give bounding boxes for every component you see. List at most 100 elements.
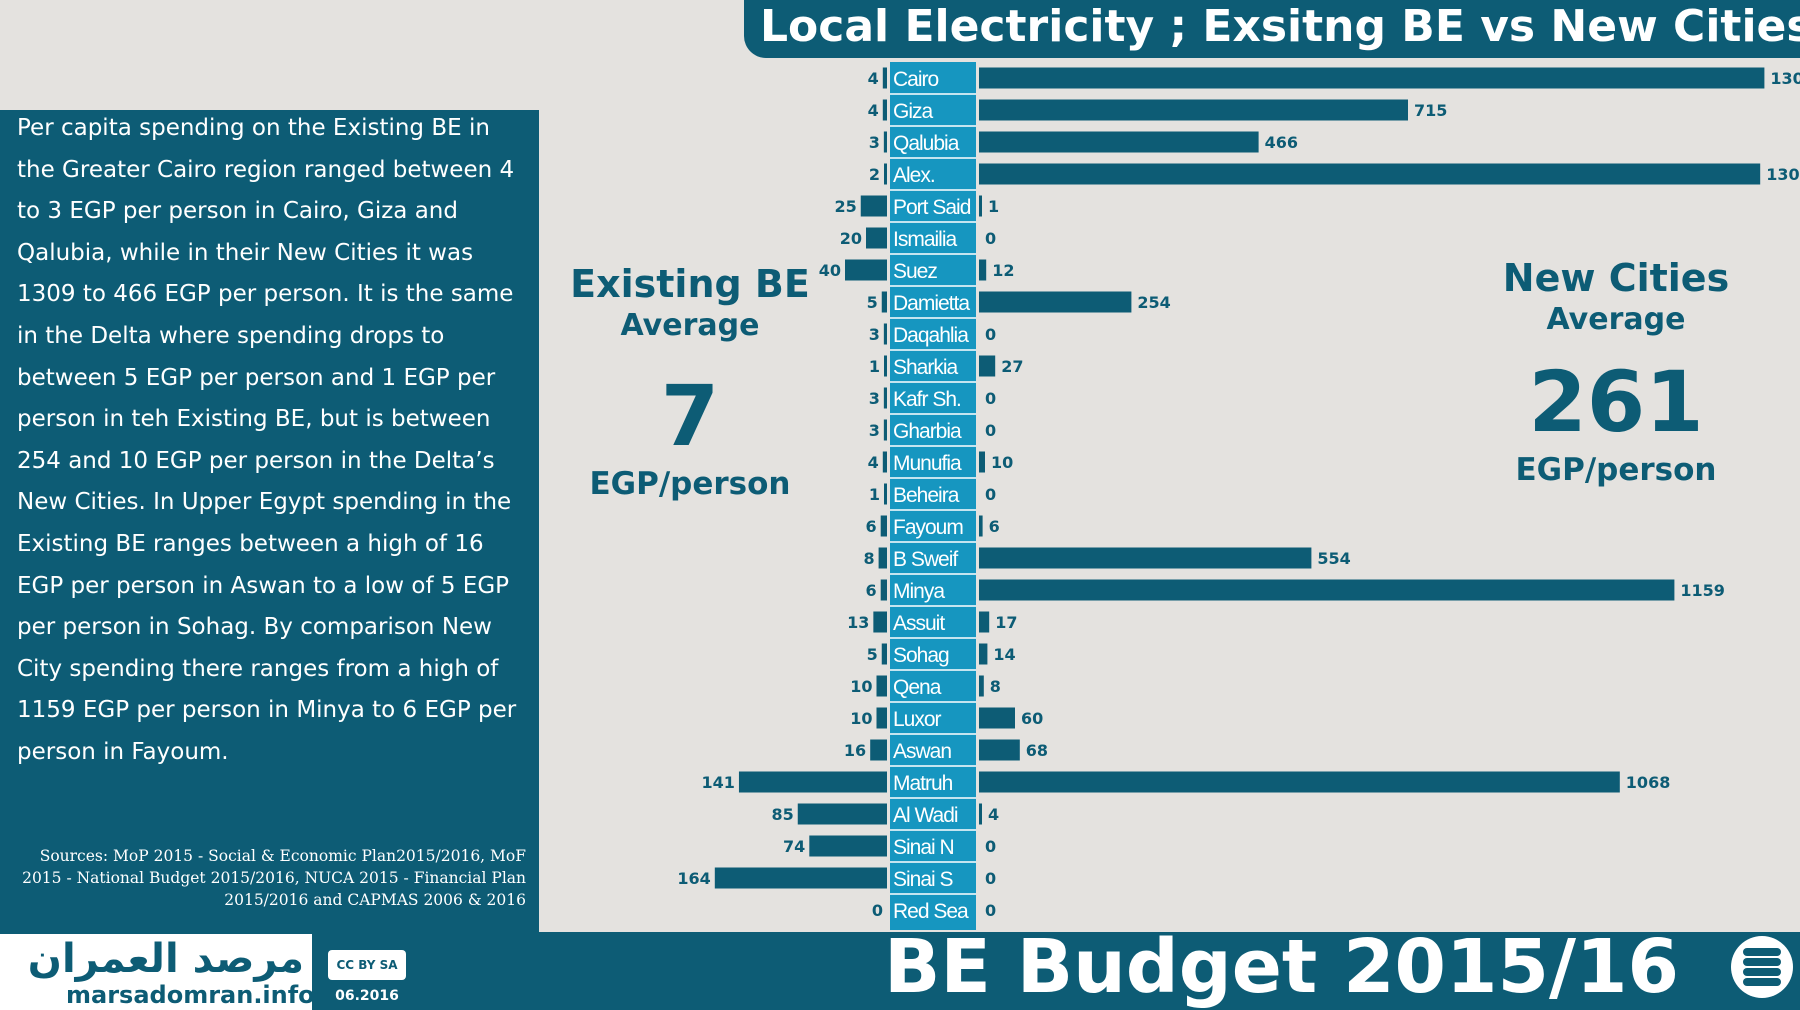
newcities-bar bbox=[979, 675, 984, 697]
existing-bar bbox=[882, 99, 887, 121]
newcities-value-label: 466 bbox=[1265, 133, 1298, 152]
existing-bar bbox=[876, 707, 887, 729]
newcities-value-label: 1068 bbox=[1626, 773, 1671, 792]
category-label: Ismailia bbox=[893, 228, 958, 251]
existing-average-sub: Average bbox=[620, 308, 760, 343]
existing-value-label: 6 bbox=[866, 517, 877, 536]
existing-bar bbox=[809, 835, 887, 857]
existing-value-label: 8 bbox=[863, 549, 874, 568]
newcities-value-label: 60 bbox=[1021, 709, 1043, 728]
category-label: Sinai N bbox=[893, 836, 954, 859]
newcities-value-label: 68 bbox=[1026, 741, 1048, 760]
newcities-value-label: 17 bbox=[995, 613, 1017, 632]
publication-date: 06.2016 bbox=[335, 988, 399, 1004]
existing-bar bbox=[884, 163, 887, 185]
newcities-value-label: 27 bbox=[1001, 357, 1023, 376]
category-label: Assuit bbox=[893, 612, 945, 635]
existing-bar bbox=[797, 803, 887, 825]
newcities-value-label: 1159 bbox=[1680, 581, 1725, 600]
newcities-value-label: 8 bbox=[990, 677, 1001, 696]
newcities-value-label: 6 bbox=[989, 517, 1000, 536]
existing-value-label: 13 bbox=[847, 613, 869, 632]
budget-title: BE Budget 2015/16 bbox=[884, 924, 1680, 1010]
newcities-bar bbox=[979, 515, 983, 537]
category-label: Munufia bbox=[893, 452, 962, 475]
existing-value-label: 3 bbox=[869, 389, 880, 408]
title-banner bbox=[744, 0, 1800, 58]
existing-average: Existing BE Average 7 EGP/person bbox=[556, 262, 824, 504]
description-text: Per capita spending on the Existing BE i… bbox=[17, 115, 517, 765]
cc-license-icon: CC BY SA bbox=[328, 950, 406, 980]
newcities-value-label: 0 bbox=[985, 837, 996, 856]
newcities-value-label: 14 bbox=[993, 645, 1015, 664]
category-label: Cairo bbox=[893, 68, 939, 91]
existing-bar bbox=[882, 67, 887, 89]
category-label: Qena bbox=[893, 676, 942, 699]
existing-value-label: 3 bbox=[869, 421, 880, 440]
newcities-average: New Cities Average 261 EGP/person bbox=[1480, 256, 1752, 490]
existing-bar bbox=[880, 515, 887, 537]
existing-value-label: 141 bbox=[702, 773, 735, 792]
existing-value-label: 3 bbox=[869, 325, 880, 344]
category-label: Matruh bbox=[893, 772, 953, 795]
newcities-average-value: 261 bbox=[1528, 353, 1704, 451]
category-label: Gharbia bbox=[893, 420, 962, 443]
existing-value-label: 0 bbox=[872, 901, 883, 920]
existing-value-label: 74 bbox=[783, 837, 805, 856]
category-label: Beheira bbox=[893, 484, 960, 507]
category-label: Red Sea bbox=[893, 900, 969, 923]
newcities-value-label: 12 bbox=[992, 261, 1014, 280]
existing-value-label: 5 bbox=[867, 293, 878, 312]
logo: مرصد العمران marsadomran.info bbox=[0, 934, 312, 1010]
category-label: Sohag bbox=[893, 644, 949, 667]
category-label: Qalubia bbox=[893, 132, 960, 155]
newcities-bar bbox=[979, 163, 1761, 185]
newcities-value-label: 0 bbox=[985, 869, 996, 888]
newcities-bar bbox=[979, 803, 982, 825]
existing-value-label: 20 bbox=[840, 229, 862, 248]
existing-bar bbox=[878, 547, 887, 569]
existing-bar bbox=[866, 227, 887, 249]
existing-bar bbox=[714, 867, 887, 889]
newcities-bar bbox=[979, 707, 1015, 729]
existing-value-label: 3 bbox=[869, 133, 880, 152]
existing-value-label: 6 bbox=[866, 581, 877, 600]
existing-average-title: Existing BE bbox=[570, 262, 810, 306]
newcities-value-label: 254 bbox=[1137, 293, 1170, 312]
existing-value-label: 5 bbox=[867, 645, 878, 664]
existing-average-value: 7 bbox=[660, 367, 720, 465]
category-label: Luxor bbox=[893, 708, 942, 731]
category-label: Giza bbox=[893, 100, 934, 123]
newcities-bar bbox=[979, 99, 1408, 121]
logo-arabic-text: مرصد العمران bbox=[27, 936, 304, 982]
newcities-bar bbox=[979, 579, 1675, 601]
newcities-bar bbox=[979, 291, 1132, 313]
logo-url-text: marsadomran.info bbox=[66, 981, 312, 1009]
newcities-value-label: 10 bbox=[991, 453, 1013, 472]
existing-bar bbox=[884, 483, 887, 505]
category-label: Minya bbox=[893, 580, 945, 603]
newcities-value-label: 1309 bbox=[1770, 69, 1800, 88]
description-panel bbox=[0, 110, 539, 932]
existing-bar bbox=[883, 387, 887, 409]
existing-bar bbox=[881, 643, 887, 665]
newcities-average-title: New Cities bbox=[1502, 256, 1730, 300]
category-label: Aswan bbox=[893, 740, 951, 763]
sources-text: Sources: MoP 2015 - Social & Economic Pl… bbox=[22, 847, 526, 909]
category-label: Al Wadi bbox=[893, 804, 958, 827]
newcities-value-label: 0 bbox=[985, 485, 996, 504]
existing-value-label: 1 bbox=[869, 485, 880, 504]
existing-bar bbox=[881, 291, 887, 313]
existing-bar bbox=[873, 611, 887, 633]
chart-title: Local Electricity ; Exsitng BE vs New Ci… bbox=[760, 1, 1800, 52]
category-label: Daqahlia bbox=[893, 324, 969, 347]
existing-bar bbox=[845, 259, 887, 281]
newcities-value-label: 0 bbox=[985, 229, 996, 248]
existing-value-label: 2 bbox=[869, 165, 880, 184]
category-label: Suez bbox=[893, 260, 937, 283]
existing-value-label: 10 bbox=[850, 709, 872, 728]
existing-bar bbox=[876, 675, 887, 697]
existing-bar bbox=[883, 419, 887, 441]
newcities-bar bbox=[979, 739, 1020, 761]
category-label: Damietta bbox=[893, 292, 970, 315]
